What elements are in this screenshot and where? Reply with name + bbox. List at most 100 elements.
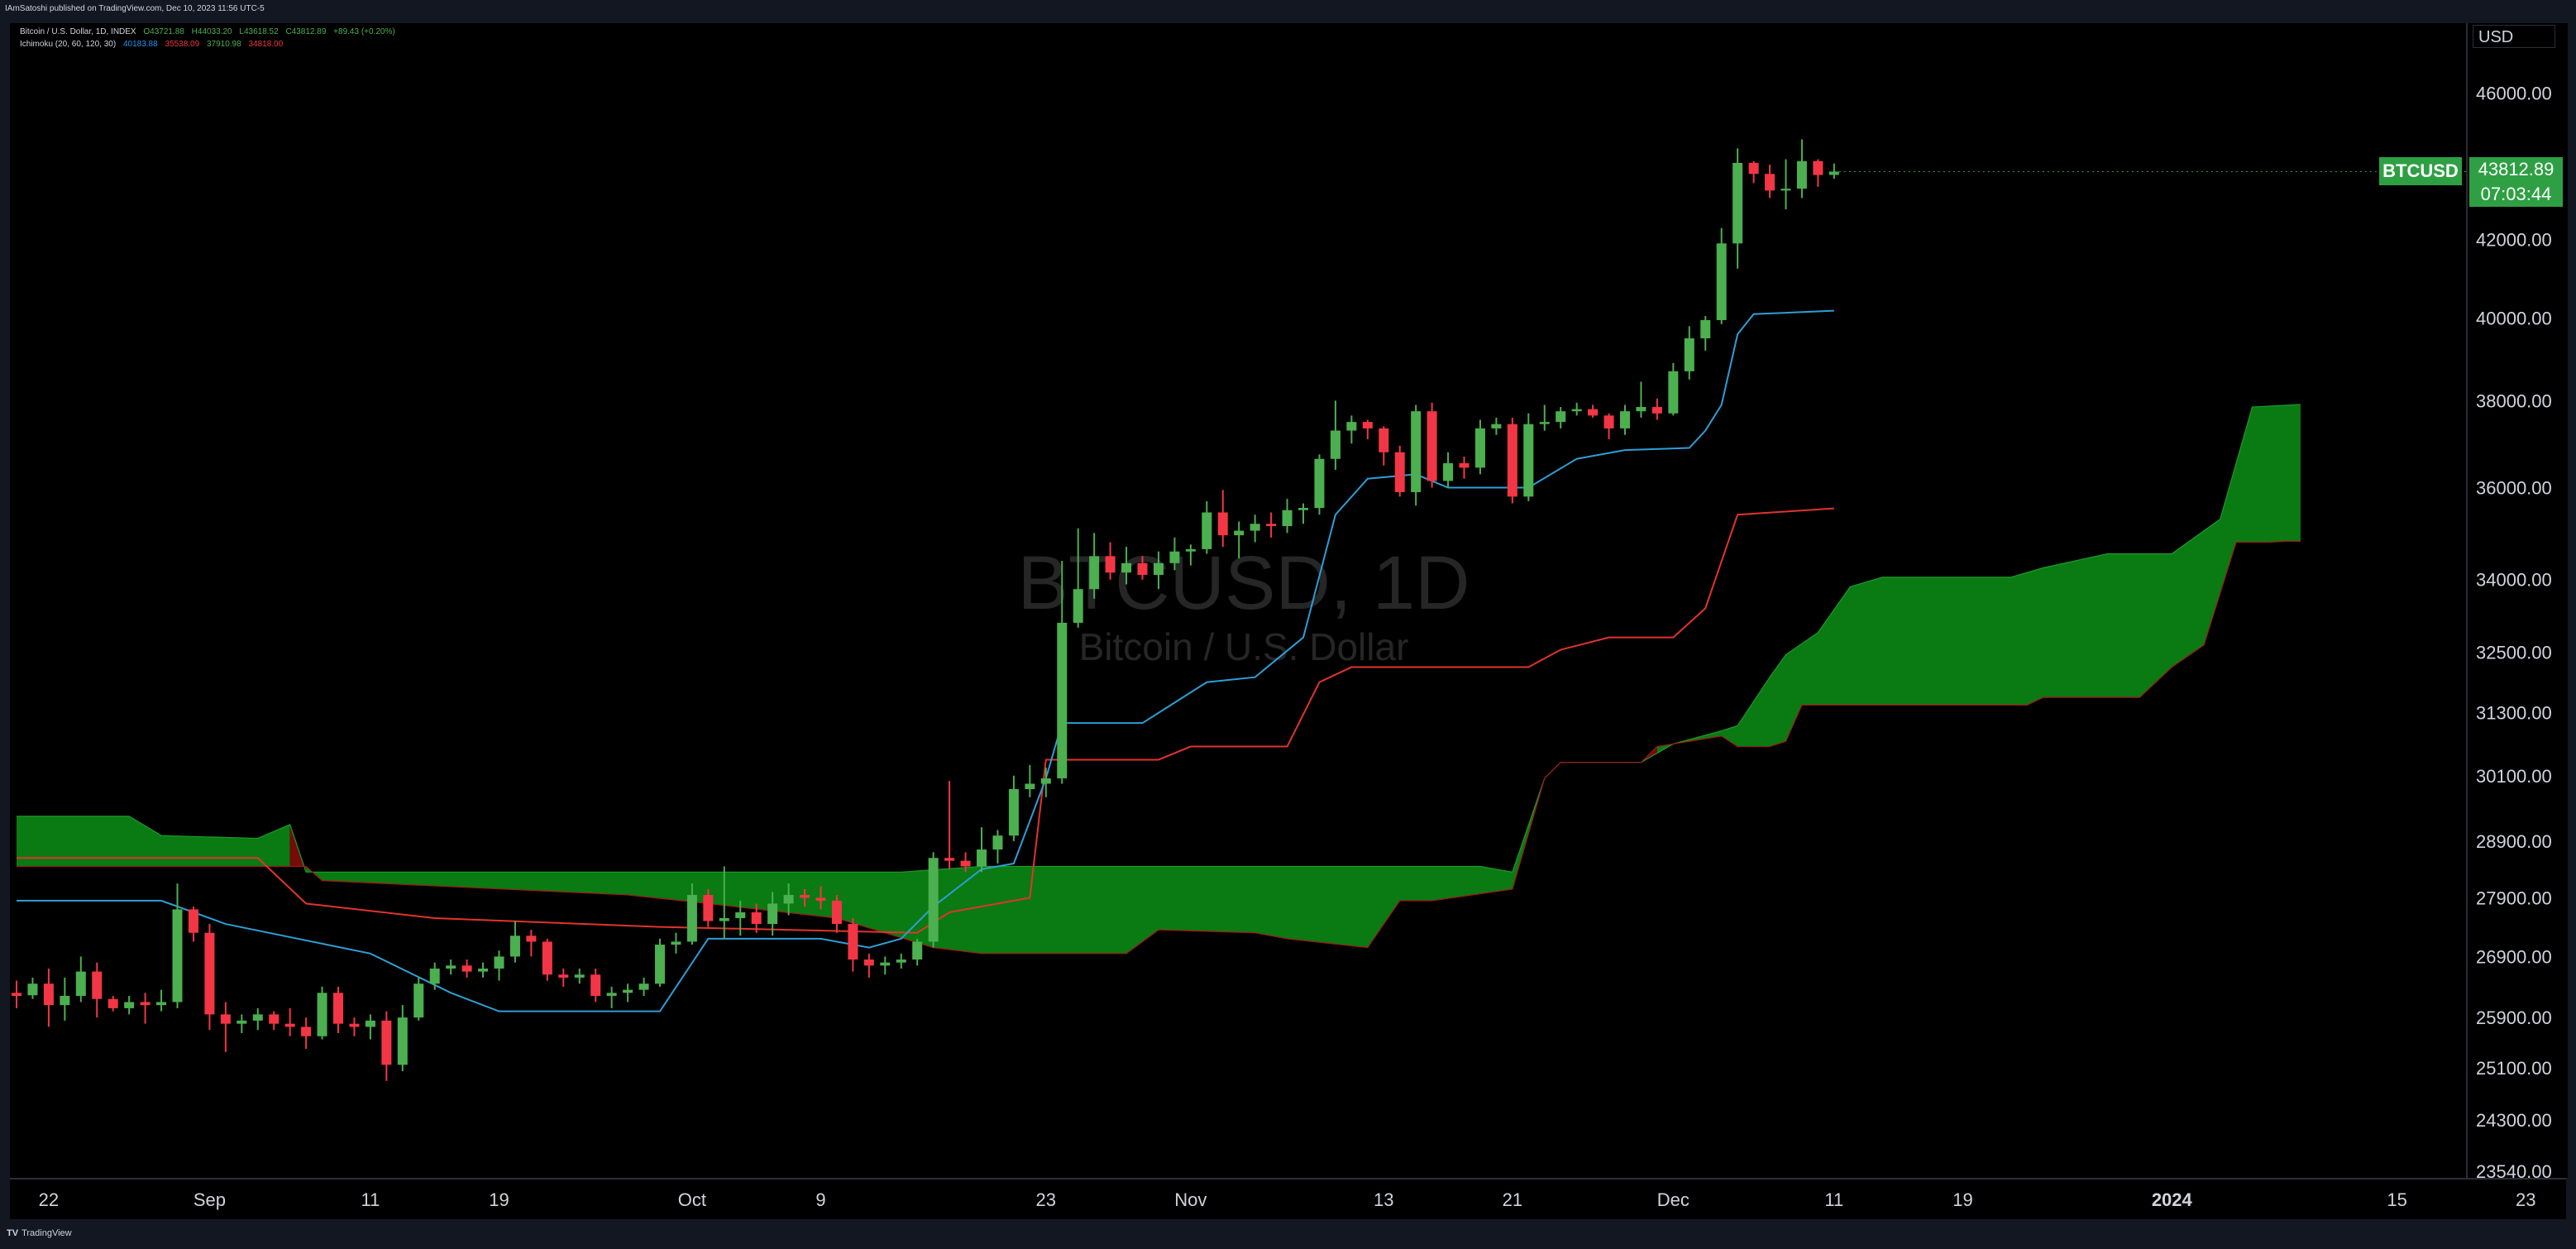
candle-body <box>671 941 681 945</box>
candle <box>686 883 697 945</box>
candle <box>751 903 762 933</box>
candle <box>1765 165 1775 199</box>
plot-area[interactable]: BTCUSD, 1D Bitcoin / U.S. Dollar Bitcoin… <box>10 23 2466 1178</box>
candle <box>1813 159 1823 187</box>
time-axis-tick: Oct <box>678 1189 706 1210</box>
candle <box>671 932 681 954</box>
candle-body <box>220 1014 231 1024</box>
series-legend[interactable]: Bitcoin / U.S. Dollar, 1D, INDEX O43721.… <box>20 26 395 38</box>
candlesticks <box>12 139 2466 1081</box>
candle <box>156 989 167 1012</box>
candle <box>1234 521 1245 559</box>
indicator-legend[interactable]: Ichimoku (20, 60, 120, 30) 40183.88 3553… <box>20 39 283 50</box>
time-axis[interactable]: 22 Sep 11 19 Oct 9 23 Nov 13 21 Dec 11 19 2024 15 23 <box>10 1178 2566 1219</box>
last-price-value: 43812.89 <box>2478 159 2554 179</box>
legend-open: O43721.88 <box>143 27 184 36</box>
candle-body <box>1089 556 1100 590</box>
candle <box>1828 163 1839 179</box>
candle <box>815 886 826 910</box>
ichimoku-lines <box>17 309 1834 1012</box>
candle-body <box>1716 243 1727 321</box>
candle <box>1105 542 1116 580</box>
price-axis-tick: 27900.00 <box>2476 888 2552 908</box>
candle <box>960 852 971 873</box>
candle-body <box>623 989 633 993</box>
candle-body <box>237 1020 247 1024</box>
candle-body <box>944 858 955 861</box>
candle-body <box>590 974 601 997</box>
candle <box>397 1005 408 1072</box>
candle <box>108 996 118 1012</box>
watermark-name: Bitcoin / U.S. Dollar <box>1079 625 1409 668</box>
time-axis-labels: 22 Sep 11 19 Oct 9 23 Nov 13 21 Dec 11 19 2024 15 23 <box>39 1189 2536 1210</box>
candle <box>478 962 489 978</box>
candle <box>606 986 617 1008</box>
candle-body <box>1025 783 1035 789</box>
candle-body <box>783 894 794 904</box>
candle-body <box>1298 508 1308 510</box>
price-chart[interactable]: BTCUSD, 1D Bitcoin / U.S. Dollar <box>10 23 2466 1178</box>
candle-body <box>413 983 424 1018</box>
candle-body <box>1556 411 1566 423</box>
candle-body <box>333 993 343 1024</box>
footer-brand: TradingView <box>22 1228 72 1238</box>
candle <box>494 950 504 981</box>
candle <box>1620 404 1630 435</box>
candle-body <box>1459 463 1470 468</box>
candle-body <box>461 965 472 972</box>
candle-body <box>655 945 665 984</box>
footer: TV TradingView <box>7 1224 72 1242</box>
candle <box>896 953 906 969</box>
candle-body <box>1314 458 1325 509</box>
currency-label[interactable]: USD <box>2473 25 2555 48</box>
candle-body <box>75 971 86 997</box>
candle-body <box>92 971 103 999</box>
candle-body <box>381 1020 392 1065</box>
candle <box>735 900 746 936</box>
candle <box>1796 139 1807 199</box>
candle-body <box>252 1014 263 1021</box>
candle <box>1202 500 1212 554</box>
time-axis-tick: Sep <box>194 1189 226 1210</box>
candle-body <box>1571 409 1582 412</box>
candle <box>1588 404 1599 418</box>
time-axis-tick: 22 <box>39 1189 59 1210</box>
candle-body <box>301 1026 312 1036</box>
candle <box>269 1011 280 1031</box>
candle <box>1089 533 1100 599</box>
candle <box>1668 362 1679 416</box>
candle-body <box>960 860 971 867</box>
symbol-tag: BTCUSD <box>2379 157 2462 185</box>
candle-body <box>1073 589 1083 623</box>
candle <box>1153 551 1164 590</box>
candle-body <box>60 996 70 1006</box>
candle <box>220 1002 231 1052</box>
candle-body <box>1828 171 1839 175</box>
candle-body <box>1732 162 1743 244</box>
cloud-bullish-segment <box>306 762 1642 954</box>
candle <box>1427 402 1437 488</box>
bar-countdown: 07:03:44 <box>2480 184 2552 204</box>
candle-body <box>1250 524 1260 531</box>
candle-body <box>1603 415 1614 428</box>
candle-body <box>1523 424 1534 497</box>
candle-body <box>848 924 858 960</box>
candle <box>1539 404 1550 431</box>
candle-body <box>43 983 54 1006</box>
indicator-value-kijun: 35538.09 <box>165 40 200 49</box>
price-axis-tick: 26900.00 <box>2476 946 2552 967</box>
candle-body <box>719 917 729 921</box>
candle <box>413 977 424 1021</box>
candle <box>1025 764 1035 797</box>
candle <box>1636 381 1646 418</box>
candle <box>1266 512 1277 538</box>
candle-body <box>284 1023 295 1027</box>
candle <box>1700 316 1711 351</box>
candle-body <box>815 897 826 901</box>
candle-body <box>1330 430 1341 459</box>
candle <box>831 894 842 933</box>
candle <box>1491 417 1502 435</box>
candle-body <box>558 974 569 978</box>
candle <box>237 1014 247 1033</box>
candle <box>1057 560 1068 784</box>
